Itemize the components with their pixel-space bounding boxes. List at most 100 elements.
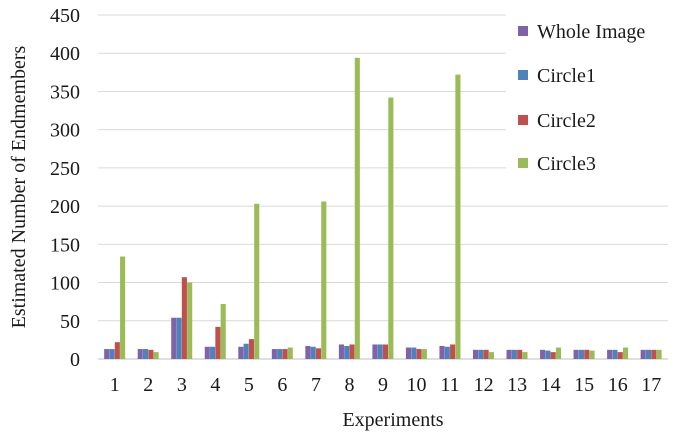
bar-circle2-exp-13 [517,349,523,359]
x-tick-label: 5 [244,374,254,396]
legend-swatch-circle1 [518,70,528,80]
bar-circle2-exp-14 [550,352,556,359]
bar-circle2-exp-10 [416,349,422,359]
legend-label-whole-image: Whole Image [537,21,645,43]
legend-swatch-circle2 [518,115,528,125]
bar-circle1-exp-15 [578,349,584,359]
x-tick-label: 16 [608,374,628,396]
bar-circle3-exp-11 [455,74,461,360]
bar-circle3-exp-8 [354,57,360,359]
bar-circle3-exp-10 [421,349,427,359]
x-tick-label: 10 [407,374,427,396]
legend-background [506,10,672,186]
y-tick-label: 150 [50,234,80,256]
y-tick-label: 250 [50,158,80,180]
x-tick-label: 8 [344,374,354,396]
bar-circle2-exp-3 [181,277,187,359]
legend-label-circle3: Circle3 [537,153,596,175]
bar-circle1-exp-12 [478,349,484,359]
legend-swatch-whole-image [518,26,528,36]
bar-circle3-exp-2 [153,352,159,359]
bar-circle2-exp-11 [450,344,456,359]
bar-whole-image-exp-14 [540,349,546,359]
bar-circle1-exp-4 [210,346,216,359]
bar-circle1-exp-11 [444,346,450,359]
x-tick-label: 17 [641,374,661,396]
x-tick-label: 6 [277,374,287,396]
x-tick-label: 2 [143,374,153,396]
x-tick-label: 12 [474,374,494,396]
bar-circle1-exp-5 [243,343,249,359]
legend-label-circle1: Circle1 [537,65,596,87]
bar-circle1-exp-1 [109,349,115,359]
bar-circle1-exp-13 [511,349,517,359]
bar-circle1-exp-2 [142,349,149,359]
bar-whole-image-exp-9 [372,344,378,359]
bar-circle3-exp-15 [589,350,595,359]
y-tick-label: 450 [50,5,80,27]
bar-whole-image-exp-13 [506,349,512,359]
bar-circle3-exp-17 [656,349,662,359]
bar-whole-image-exp-15 [573,349,579,359]
bar-circle2-exp-8 [349,344,355,359]
x-tick-label: 11 [440,374,459,396]
bar-whole-image-exp-6 [271,349,277,359]
bar-circle1-exp-16 [612,349,618,359]
bar-circle1-exp-6 [277,349,283,359]
x-tick-label: 9 [378,374,388,396]
x-tick-label: 3 [177,374,187,396]
bar-circle3-exp-16 [623,347,629,359]
bars [104,57,662,360]
y-tick-label: 300 [50,120,80,142]
x-tick-label: 1 [110,374,120,396]
bar-circle2-exp-17 [651,349,657,359]
bar-whole-image-exp-4 [204,346,210,359]
bar-circle1-exp-3 [176,317,182,359]
bar-circle2-exp-6 [282,349,288,359]
y-tick-label: 400 [50,43,80,65]
bar-circle2-exp-9 [383,344,389,359]
y-axis-label: Estimated Number of Endmembers [8,45,30,328]
bar-circle3-exp-7 [321,201,327,359]
bar-circle3-exp-5 [254,203,260,359]
legend: Whole Image Circle1 Circle2 Circle3 [506,10,672,186]
bar-whole-image-exp-3 [171,317,177,359]
bar-whole-image-exp-8 [338,344,344,359]
legend-swatch-circle3 [518,158,528,168]
bar-circle2-exp-16 [617,352,623,359]
bar-circle2-exp-7 [315,348,322,359]
x-axis-label: Experiments [342,409,443,431]
bar-circle2-exp-12 [483,349,489,359]
bar-circle2-exp-2 [148,349,154,359]
bar-circle1-exp-14 [545,350,551,359]
bar-circle3-exp-9 [388,97,394,359]
bar-circle2-exp-4 [215,326,221,359]
x-tick-label: 4 [210,374,220,396]
y-tick-label: 0 [70,349,80,371]
x-tick-label: 15 [574,374,594,396]
bar-whole-image-exp-5 [238,346,244,359]
bar-whole-image-exp-17 [640,349,646,359]
bar-whole-image-exp-7 [305,346,311,359]
x-tick-label: 13 [507,374,527,396]
bar-circle3-exp-13 [522,352,528,359]
bar-whole-image-exp-16 [607,349,613,359]
bar-circle2-exp-15 [584,349,590,359]
bar-whole-image-exp-11 [439,346,445,359]
bar-circle2-exp-1 [114,342,120,359]
bar-circle3-exp-14 [555,347,562,359]
y-tick-label: 50 [60,311,80,333]
bar-whole-image-exp-10 [405,347,412,359]
bar-whole-image-exp-1 [104,349,110,359]
legend-label-circle2: Circle2 [537,110,596,132]
bar-circle3-exp-12 [488,352,494,359]
x-tick-label: 14 [541,374,561,396]
bar-whole-image-exp-12 [472,349,479,359]
bar-circle1-exp-17 [645,349,652,359]
y-tick-label: 350 [50,81,80,103]
bar-circle1-exp-8 [344,346,350,359]
bar-circle3-exp-1 [120,256,126,359]
